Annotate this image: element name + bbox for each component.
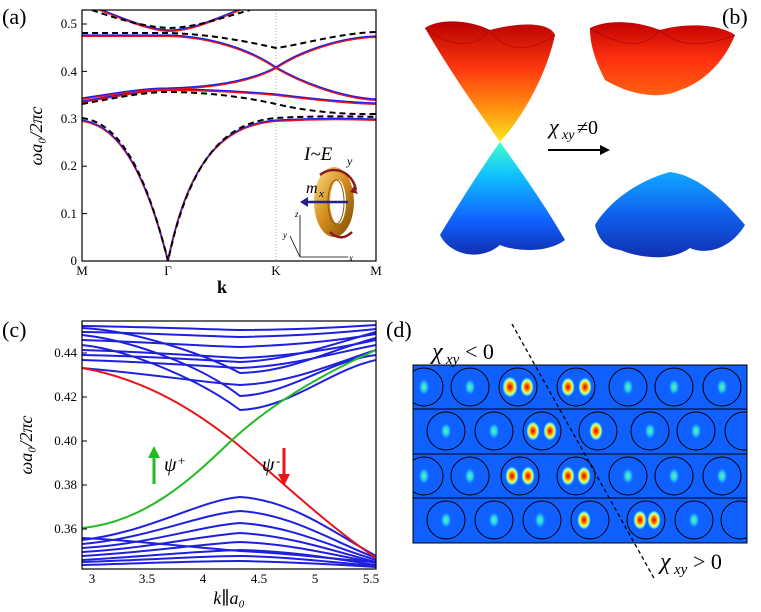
band-5-blue — [100, 10, 240, 31]
band-1-blue — [82, 117, 376, 261]
chi-bottom-cond: > 0 — [693, 549, 722, 574]
torus-inset: x y z m x I~E y — [282, 144, 358, 263]
ytick: 0.42 — [54, 389, 77, 404]
panel-c-ylabel: ωa₀/2πc — [16, 416, 36, 475]
panel-c-bands — [82, 324, 376, 568]
panel-a-xticks: M Γ K M — [76, 263, 382, 278]
psi-plus-sup: + — [178, 453, 185, 468]
xtick: 4 — [200, 571, 207, 586]
psi-plus-label: ψ — [164, 454, 177, 476]
panel-d-label: (d) — [386, 317, 412, 342]
band-5-dashed — [91, 10, 251, 30]
panel-a-ylabel: ωa₀/2πc — [26, 107, 46, 166]
field-cells — [413, 367, 747, 540]
panel-c-yticks: 0.36 0.38 0.40 0.42 0.44 — [54, 345, 87, 536]
current-label: I~E — [303, 144, 333, 165]
moment-sub: x — [318, 188, 324, 200]
moment-label: m — [306, 180, 318, 197]
chi-bottom-symbol: χ — [658, 549, 672, 575]
panel-d: (d) — [386, 317, 748, 581]
psi-plus-curve — [82, 349, 376, 529]
panel-c-label: (c) — [2, 317, 26, 342]
ytick: 0.44 — [54, 345, 77, 360]
xtick: M — [76, 263, 88, 278]
surface-lower-right — [595, 172, 745, 258]
xtick: M — [370, 263, 382, 278]
panel-c-frame — [81, 320, 377, 570]
surface-upper-right — [590, 22, 735, 96]
ytick: 0.4 — [61, 64, 78, 79]
ytick: 0.1 — [61, 206, 77, 221]
chi-top-sub: xy — [445, 352, 460, 368]
panel-a-bands — [82, 10, 376, 261]
chi-sub: xy — [561, 128, 575, 143]
current-sub: y — [346, 154, 353, 168]
panel-a-xlabel: k — [217, 277, 227, 297]
band-4-blue — [82, 34, 376, 68]
psi-minus-sup: - — [276, 453, 280, 468]
band-4-dashed — [82, 31, 376, 50]
band-2-dashed — [82, 90, 376, 116]
axis-z: z — [294, 209, 299, 219]
chi-bottom-sub: xy — [673, 562, 688, 578]
band-3-blue — [82, 66, 376, 100]
ytick: 0.36 — [54, 521, 77, 536]
xtick: K — [271, 263, 281, 278]
panel-d-frame — [412, 364, 748, 544]
ytick: 0.40 — [54, 433, 77, 448]
panel-c: (c) — [2, 317, 379, 608]
xtick: Γ — [164, 263, 172, 278]
panel-a-yticks: 0 0.1 0.2 0.3 0.4 0.5 — [61, 16, 87, 268]
psi-minus-label: ψ — [262, 454, 275, 476]
ytick: 0.38 — [54, 477, 77, 492]
band-2-red — [82, 88, 376, 105]
band-4-red — [82, 34, 376, 70]
chi-cond: ≠0 — [577, 117, 598, 139]
xtick: 3.5 — [139, 571, 155, 586]
xtick: 5 — [312, 571, 319, 586]
ytick: 0.2 — [61, 158, 77, 173]
xtick: 3 — [89, 571, 96, 586]
panel-c-xlabel: k∥a₀ — [213, 588, 245, 608]
panel-b-label: (b) — [722, 4, 748, 29]
ytick: 0.3 — [61, 111, 77, 126]
panel-c-xticks: 3 3.5 4 4.5 5 5.5 — [89, 571, 379, 586]
panel-a: (a) — [2, 4, 382, 297]
chi-top-cond: < 0 — [465, 339, 494, 364]
band-3-red — [82, 66, 376, 101]
chi-label: χ — [547, 114, 560, 139]
xtick: 4.5 — [251, 571, 267, 586]
cone-upper-left — [425, 21, 555, 143]
chi-top-symbol: χ — [430, 339, 444, 365]
panel-a-label: (a) — [2, 4, 26, 29]
axis-y: y — [282, 230, 287, 240]
cone-lower-left — [440, 142, 565, 255]
axis-x: x — [348, 253, 353, 263]
band-1-dashed — [82, 115, 376, 261]
panel-b: (b) χ xy ≠0 — [424, 4, 748, 258]
xtick: 5.5 — [363, 571, 379, 586]
ytick: 0 — [71, 253, 78, 268]
panel-a-frame — [81, 9, 377, 262]
ytick: 0.5 — [61, 16, 77, 31]
